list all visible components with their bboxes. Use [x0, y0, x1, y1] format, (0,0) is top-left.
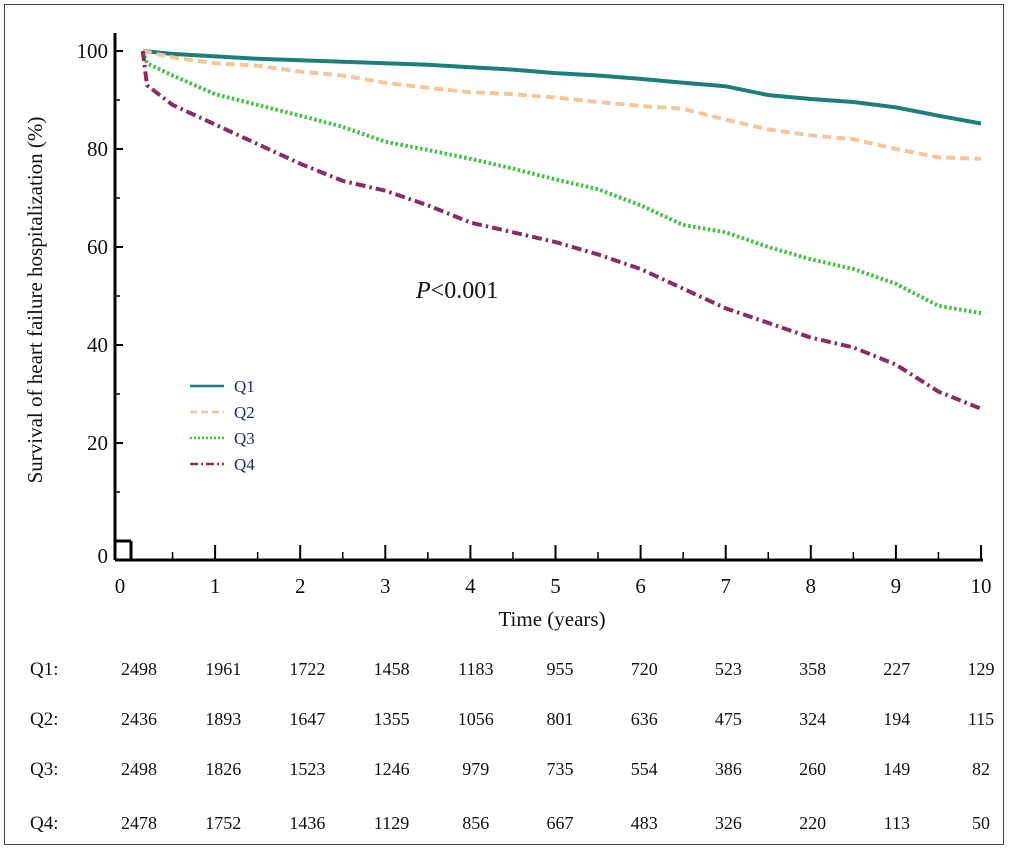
risk-table-cell: 1523: [289, 759, 325, 779]
risk-table-cell: 2498: [121, 759, 157, 779]
risk-table-cell: 194: [883, 709, 910, 729]
risk-table-cell: 735: [547, 759, 574, 779]
y-tick-label: 40: [87, 333, 108, 357]
p-value-symbol: P: [415, 278, 431, 304]
risk-table-cell: 113: [884, 813, 910, 833]
risk-table-cell: 1893: [205, 709, 241, 729]
x-tick-label: 10: [971, 574, 992, 598]
y-tick-label: 60: [87, 235, 108, 259]
risk-table-cell: 50: [972, 813, 990, 833]
p-value-number: <0.001: [431, 278, 499, 304]
risk-table-row-label: Q4:: [30, 813, 59, 834]
risk-table-cell: 1458: [374, 659, 410, 679]
legend-label: Q1: [234, 377, 255, 396]
risk-table-cell: 801: [547, 709, 574, 729]
risk-table-cell: 636: [631, 709, 658, 729]
risk-table-cell: 1752: [205, 813, 241, 833]
x-tick-label: 9: [891, 574, 902, 598]
p-value-annotation: P<0.001: [415, 278, 498, 304]
risk-table-cell: 720: [631, 659, 658, 679]
risk-table-cell: 358: [799, 659, 826, 679]
risk-table-cell: 1722: [289, 659, 325, 679]
legend-label: Q4: [234, 455, 255, 474]
risk-table-cell: 2478: [121, 813, 157, 833]
x-tick-label: 6: [635, 574, 646, 598]
x-axis-label: Time (years): [498, 607, 605, 631]
risk-table-cell: 2498: [121, 659, 157, 679]
risk-table-cell: 220: [799, 813, 826, 833]
x-tick-label: 4: [465, 574, 476, 598]
x-tick-label: 8: [806, 574, 817, 598]
risk-table-cell: 260: [799, 759, 826, 779]
risk-table-cell: 856: [462, 813, 489, 833]
risk-table-cell: 1129: [374, 813, 409, 833]
risk-table-row-label: Q1:: [30, 659, 59, 680]
risk-table-cell: 1183: [458, 659, 493, 679]
risk-table-cell: 1961: [205, 659, 241, 679]
y-tick-label: 0: [98, 544, 109, 568]
risk-table: Q1: 2498 1961 1722 1458 1183 955 720 523 358 227 12…: [30, 659, 995, 834]
risk-table-cell: 475: [715, 709, 742, 729]
x-tick-label: 7: [720, 574, 731, 598]
risk-table-cell: 1246: [374, 759, 410, 779]
series-line-q2: [143, 51, 981, 159]
x-tick-label: 2: [295, 574, 306, 598]
y-axis-label: Survival of heart failure hospitalizatio…: [23, 117, 47, 484]
risk-table-row-label: Q3:: [30, 759, 59, 780]
x-tick-label: 0: [115, 574, 126, 598]
risk-table-cell: 955: [547, 659, 574, 679]
risk-table-cell: 115: [968, 709, 994, 729]
legend-label: Q2: [234, 403, 255, 422]
x-tick-label: 1: [210, 574, 221, 598]
risk-table-cell: 386: [715, 759, 742, 779]
series-line-q1: [143, 51, 981, 124]
risk-table-cell: 483: [631, 813, 658, 833]
series-lines: [143, 51, 981, 409]
risk-table-row-label: Q2:: [30, 709, 59, 730]
risk-table-cell: 1355: [374, 709, 410, 729]
risk-table-cell: 1647: [289, 709, 325, 729]
risk-table-cell: 667: [547, 813, 574, 833]
risk-table-cell: 979: [462, 759, 489, 779]
x-tick-label: 5: [550, 574, 561, 598]
risk-table-cell: 326: [715, 813, 742, 833]
risk-table-cell: 523: [715, 659, 742, 679]
risk-table-cell: 82: [972, 759, 990, 779]
risk-table-cell: 129: [968, 659, 995, 679]
risk-table-cell: 324: [799, 709, 826, 729]
y-tick-label: 20: [87, 431, 108, 455]
risk-table-cell: 1826: [205, 759, 241, 779]
legend-label: Q3: [234, 429, 255, 448]
risk-table-cell: 1436: [289, 813, 325, 833]
risk-table-cell: 227: [883, 659, 910, 679]
x-tick-label: 3: [380, 574, 391, 598]
y-tick-label: 80: [87, 137, 108, 161]
series-line-q4: [143, 51, 981, 409]
y-tick-label: 100: [77, 39, 109, 63]
risk-table-cell: 554: [631, 759, 658, 779]
risk-table-cell: 149: [883, 759, 910, 779]
risk-table-cell: 1056: [458, 709, 494, 729]
series-line-q3: [143, 51, 981, 313]
legend: Q1 Q2 Q3 Q4: [190, 377, 255, 474]
axes: 0 20 40 60 80 100 0 1 2 3 4 5 6 7 8 9 10: [77, 33, 992, 598]
risk-table-cell: 2436: [121, 709, 157, 729]
